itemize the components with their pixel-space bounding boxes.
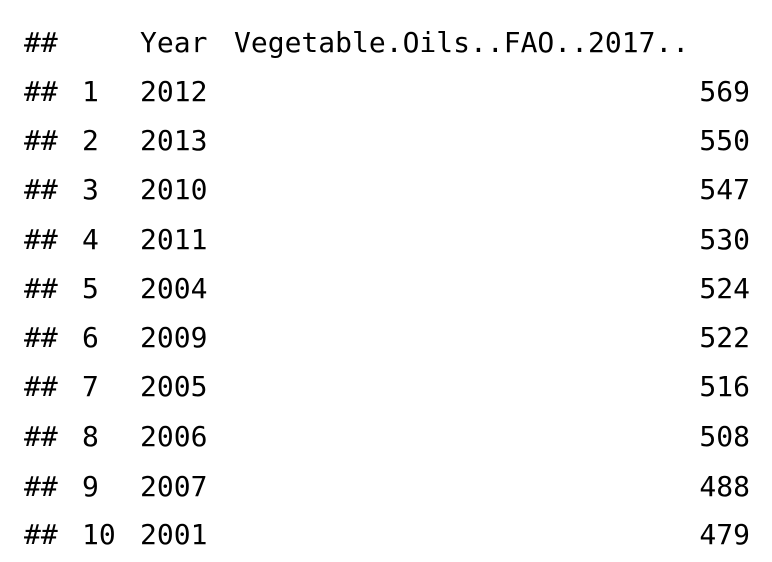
comment-prefix: ## [24, 173, 58, 206]
row-value: 516 [699, 370, 750, 403]
table-row: ## 7 2005 516 [24, 370, 750, 404]
row-number: 4 [82, 223, 99, 256]
comment-prefix: ## [24, 370, 58, 403]
row-value: 569 [699, 75, 750, 108]
row-year: 2005 [140, 370, 208, 403]
row-year: 2012 [140, 75, 208, 108]
table-row: ## 1 2012 569 [24, 75, 750, 109]
comment-prefix: ## [24, 272, 58, 305]
table-row: ## 10 2001 479 [24, 518, 750, 552]
row-number: 8 [82, 420, 99, 453]
row-number: 1 [82, 75, 99, 108]
table-row: ## 4 2011 530 [24, 223, 750, 257]
table-header-row: ## Year Vegetable.Oils..FAO..2017.. [24, 26, 750, 60]
row-year: 2010 [140, 173, 208, 206]
row-value: 522 [699, 321, 750, 354]
comment-prefix: ## [24, 518, 58, 551]
row-value: 488 [699, 470, 750, 503]
row-year: 2007 [140, 470, 208, 503]
comment-prefix: ## [24, 26, 58, 59]
row-year: 2009 [140, 321, 208, 354]
row-number: 7 [82, 370, 99, 403]
comment-prefix: ## [24, 470, 58, 503]
row-number: 10 [82, 518, 116, 551]
row-year: 2001 [140, 518, 208, 551]
row-value: 547 [699, 173, 750, 206]
row-number: 2 [82, 124, 99, 157]
table-row: ## 6 2009 522 [24, 321, 750, 355]
comment-prefix: ## [24, 75, 58, 108]
row-number: 3 [82, 173, 99, 206]
table-row: ## 3 2010 547 [24, 173, 750, 207]
row-year: 2006 [140, 420, 208, 453]
table-row: ## 8 2006 508 [24, 420, 750, 454]
comment-prefix: ## [24, 420, 58, 453]
row-year: 2011 [140, 223, 208, 256]
comment-prefix: ## [24, 223, 58, 256]
table-row: ## 5 2004 524 [24, 272, 750, 306]
table-row: ## 2 2013 550 [24, 124, 750, 158]
column-header-year: Year [140, 26, 208, 59]
row-number: 6 [82, 321, 99, 354]
table-row: ## 9 2007 488 [24, 470, 750, 504]
row-value: 524 [699, 272, 750, 305]
row-value: 550 [699, 124, 750, 157]
row-year: 2013 [140, 124, 208, 157]
row-number: 5 [82, 272, 99, 305]
row-number: 9 [82, 470, 99, 503]
column-header-vegetable-oils: Vegetable.Oils..FAO..2017.. [234, 26, 690, 59]
row-value: 508 [699, 420, 750, 453]
comment-prefix: ## [24, 124, 58, 157]
comment-prefix: ## [24, 321, 58, 354]
row-year: 2004 [140, 272, 208, 305]
row-value: 479 [699, 518, 750, 551]
row-value: 530 [699, 223, 750, 256]
